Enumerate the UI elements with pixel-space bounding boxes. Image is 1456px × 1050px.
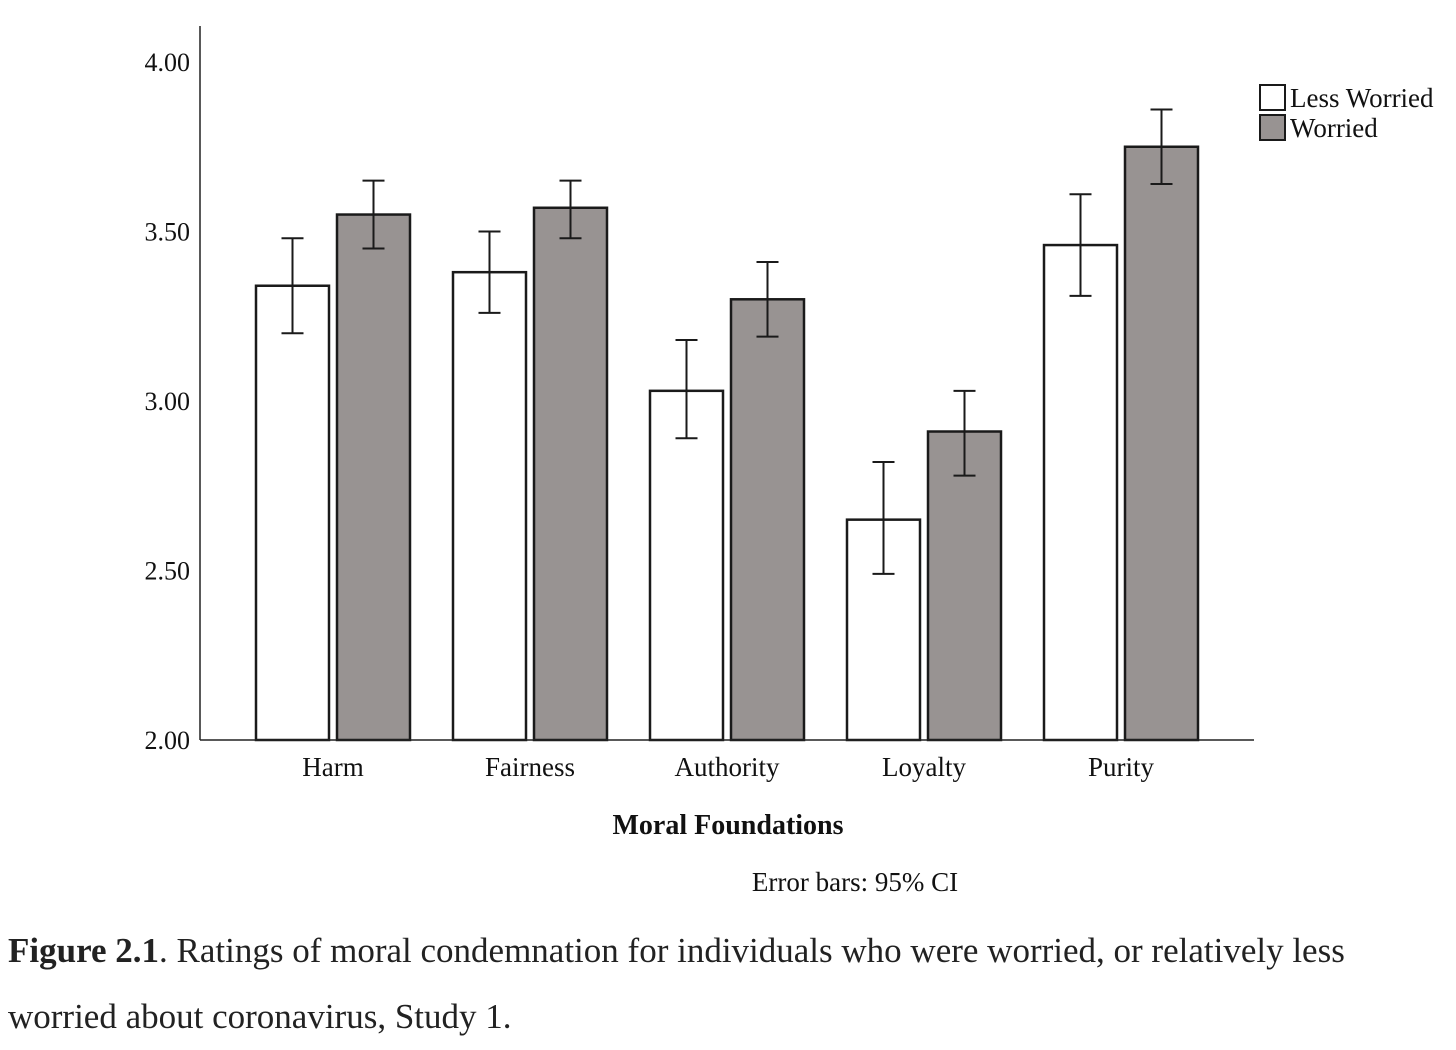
bar-harm-less-worried xyxy=(254,284,331,742)
error-bar-loyalty-less-worried xyxy=(872,461,895,575)
legend-label-worried: Worried xyxy=(1290,113,1378,143)
x-tick-label-purity: Purity xyxy=(1088,752,1155,782)
bar-purity-less-worried xyxy=(1042,243,1119,742)
bar-fairness-worried xyxy=(532,206,609,742)
bars-layer xyxy=(254,145,1200,742)
error-bar-authority-less-worried xyxy=(675,338,698,440)
x-tick-label-loyalty: Loyalty xyxy=(882,752,966,782)
y-tick-label: 2.50 xyxy=(145,557,191,586)
x-tick-label-fairness: Fairness xyxy=(485,752,575,782)
error-bar-loyalty-worried xyxy=(953,389,976,477)
x-axis-title: Moral Foundations xyxy=(612,810,843,841)
figure-caption-text: . Ratings of moral condemnation for indi… xyxy=(8,931,1345,1036)
error-bar-purity-less-worried xyxy=(1069,193,1092,297)
x-axis-category-labels: Harm Fairness Authority Loyalty Purity xyxy=(302,752,1154,782)
figure-label: Figure 2.1 xyxy=(8,931,160,970)
bar-authority-less-worried xyxy=(648,389,725,742)
y-axis-ticks: 2.00 2.50 3.00 3.50 4.00 xyxy=(145,48,191,755)
y-tick-label: 3.00 xyxy=(145,387,191,416)
error-bars-layer xyxy=(281,108,1173,575)
error-bar-harm-worried xyxy=(362,179,385,250)
y-tick-label: 2.00 xyxy=(145,726,191,755)
legend-swatch-worried xyxy=(1259,114,1286,141)
error-bar-authority-worried xyxy=(756,261,779,338)
bar-harm-worried xyxy=(335,213,412,742)
legend-swatch-less-worried xyxy=(1259,84,1286,111)
bar-purity-worried xyxy=(1123,145,1200,742)
error-bars-note: Error bars: 95% CI xyxy=(752,867,958,897)
error-bar-purity-worried xyxy=(1150,108,1173,186)
x-tick-label-authority: Authority xyxy=(675,752,780,782)
bar-authority-worried xyxy=(729,298,806,742)
error-bar-harm-less-worried xyxy=(281,237,304,335)
bar-loyalty-worried xyxy=(926,430,1003,742)
legend-label-less-worried: Less Worried xyxy=(1290,83,1434,113)
x-tick-label-harm: Harm xyxy=(302,752,363,782)
y-tick-label: 3.50 xyxy=(145,218,191,247)
bar-chart: 2.00 2.50 3.00 3.50 4.00 Harm Fairness Authori… xyxy=(145,26,1434,897)
y-tick-label: 4.00 xyxy=(145,48,191,77)
error-bar-fairness-less-worried xyxy=(478,230,501,314)
bar-fairness-less-worried xyxy=(451,270,528,742)
figure-caption: Figure 2.1. Ratings of moral condemnatio… xyxy=(8,918,1448,1050)
error-bar-fairness-worried xyxy=(559,179,582,240)
